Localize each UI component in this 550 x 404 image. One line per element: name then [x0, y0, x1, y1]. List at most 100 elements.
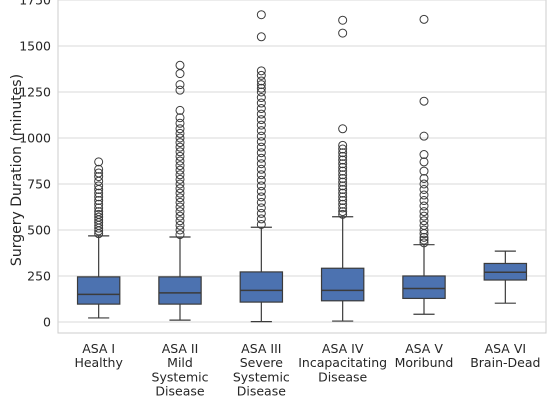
y-tick-label: 0	[43, 314, 51, 329]
outlier-point	[419, 232, 429, 242]
outlier-point	[419, 190, 429, 200]
outlier-point	[256, 109, 266, 119]
outlier-point	[419, 150, 429, 160]
outlier-point	[419, 201, 429, 211]
outlier-point	[94, 199, 104, 209]
outlier-point	[256, 126, 266, 136]
outlier-point	[338, 173, 348, 183]
outlier-point	[256, 153, 266, 163]
outlier-point	[94, 207, 104, 217]
box-group	[402, 14, 446, 315]
y-axis-title: Surgery Duration (minutes)	[9, 74, 25, 266]
outlier-point	[175, 188, 185, 198]
outlier-point	[175, 170, 185, 180]
outlier-point	[94, 209, 104, 219]
x-tick-label-line: ASA VI	[485, 341, 526, 356]
y-tick-label: 250	[27, 268, 51, 283]
y-tick-label: 1500	[19, 38, 51, 53]
outlier-point	[256, 66, 266, 76]
outlier-point	[419, 225, 429, 235]
outlier-point	[338, 28, 348, 38]
outlier-point	[338, 184, 348, 194]
x-tick-label-line: Brain-Dead	[470, 355, 540, 370]
outlier-point	[419, 96, 429, 106]
outlier-point	[256, 142, 266, 152]
outlier-point	[175, 156, 185, 166]
x-tick-label-line: ASA III	[241, 341, 281, 356]
outlier-point	[419, 211, 429, 221]
x-tick-label-line: Incapacitating	[298, 355, 387, 370]
outlier-point	[256, 159, 266, 169]
y-tick-label: 1750	[19, 0, 51, 8]
outlier-point	[175, 179, 185, 189]
outlier-point	[256, 170, 266, 180]
x-tick-label-line: ASA I	[82, 341, 115, 356]
outlier-point	[256, 164, 266, 174]
outlier-point	[256, 131, 266, 141]
outlier-point	[338, 196, 348, 206]
iqr-box	[158, 276, 202, 305]
x-tick-label-line: ASA V	[405, 341, 443, 356]
outlier-point	[338, 177, 348, 187]
outlier-point	[175, 220, 185, 230]
outlier-point	[338, 162, 348, 172]
outlier-point	[419, 238, 429, 248]
x-tick-label-line: Moribund	[395, 355, 454, 370]
x-tick-label-line: Healthy	[74, 355, 123, 370]
outlier-point	[338, 170, 348, 180]
x-tick-label-line: ASA II	[162, 341, 199, 356]
outlier-point	[256, 98, 266, 108]
outlier-point	[419, 235, 429, 245]
x-tick-label-line: Disease	[155, 384, 204, 399]
outlier-point	[338, 155, 348, 165]
outlier-point	[175, 193, 185, 203]
outlier-point	[175, 80, 185, 90]
outlier-point	[419, 131, 429, 141]
gridlines	[58, 0, 546, 323]
box-group	[158, 60, 202, 321]
box-group	[483, 250, 528, 304]
outlier-point	[94, 196, 104, 206]
outlier-point	[256, 32, 266, 42]
iqr-box	[402, 275, 446, 300]
outlier-point	[256, 181, 266, 191]
outlier-point	[175, 165, 185, 175]
outlier-point	[175, 128, 185, 138]
outlier-point	[256, 76, 266, 86]
x-tick-label-line: ASA IV	[322, 341, 364, 356]
iqr-box	[76, 276, 121, 305]
outlier-point	[419, 166, 429, 176]
outlier-point	[338, 192, 348, 202]
outlier-point	[338, 151, 348, 161]
outlier-point	[419, 207, 429, 217]
outlier-point	[175, 202, 185, 212]
box-group	[239, 10, 284, 323]
x-tick-label-line: Disease	[318, 369, 367, 384]
outlier-point	[175, 174, 185, 184]
outlier-point	[256, 214, 266, 224]
y-tick-label: 1250	[19, 84, 51, 99]
outlier-point	[94, 212, 104, 222]
plot-area	[57, 0, 547, 334]
outlier-point	[175, 138, 185, 148]
outlier-point	[256, 197, 266, 207]
outlier-point	[175, 197, 185, 207]
outlier-point	[419, 157, 429, 167]
outlier-point	[338, 203, 348, 213]
outlier-point	[175, 184, 185, 194]
outlier-point	[256, 186, 266, 196]
outlier-point	[338, 188, 348, 198]
outlier-point	[338, 144, 348, 154]
outlier-point	[256, 203, 266, 213]
x-tick-label-line: Severe	[240, 355, 284, 370]
y-tick-label: 500	[27, 222, 51, 237]
outlier-point	[338, 166, 348, 176]
outlier-point	[338, 15, 348, 25]
outlier-point	[175, 60, 185, 70]
outlier-point	[175, 85, 185, 95]
outlier-point	[338, 148, 348, 158]
boxes	[76, 10, 528, 323]
x-tick-label-line: Mild	[167, 355, 193, 370]
outlier-point	[256, 208, 266, 218]
